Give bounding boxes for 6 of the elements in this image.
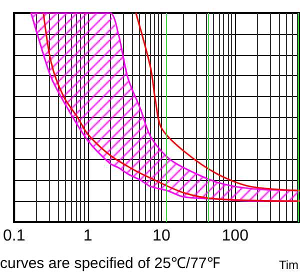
- text: Tim: [279, 258, 299, 272]
- x-tick-label: 100: [222, 228, 249, 244]
- x-tick-label: 0.1: [2, 228, 26, 244]
- x-tick-label: 10: [152, 228, 170, 244]
- text: curves are specified of 25℃/77℉: [0, 255, 220, 272]
- x-tick-label: 1: [83, 228, 92, 244]
